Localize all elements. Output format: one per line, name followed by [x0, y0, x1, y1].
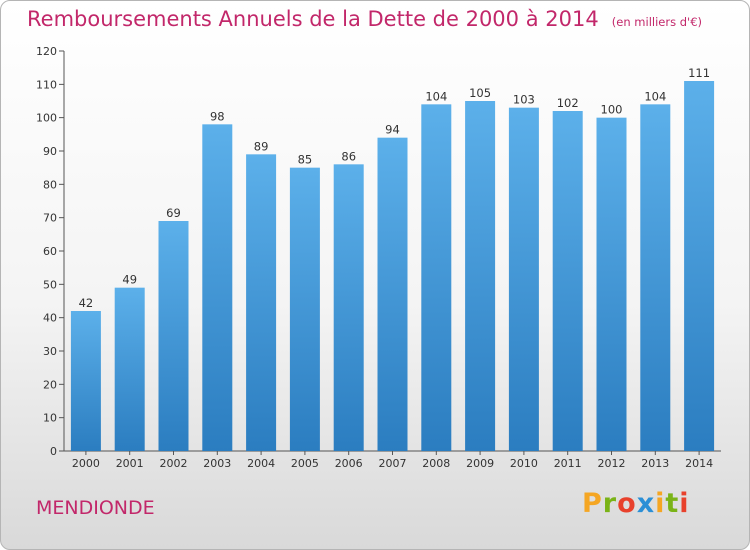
x-tick-label: 2008	[422, 457, 450, 470]
bar-2014	[684, 81, 715, 451]
bar-2009	[465, 101, 496, 451]
bar-value-label: 98	[210, 109, 225, 123]
x-tick-label: 2001	[116, 457, 144, 470]
bar-2003	[202, 124, 233, 451]
bar-value-label: 86	[341, 149, 356, 163]
logo-letter: P	[582, 488, 603, 519]
bar-value-label: 42	[79, 296, 94, 310]
y-tick-label: 70	[43, 212, 57, 225]
bar-2006	[333, 164, 364, 452]
y-tick-label: 60	[43, 245, 57, 258]
x-tick-label: 2013	[641, 457, 669, 470]
logo-letter: i	[679, 488, 690, 519]
x-tick-label: 2011	[554, 457, 582, 470]
logo-letter: t	[665, 488, 680, 519]
y-tick-label: 80	[43, 178, 57, 191]
bar-value-label: 105	[469, 86, 491, 100]
location-name: MENDIONDE	[36, 497, 155, 519]
y-tick-label: 100	[36, 112, 57, 125]
x-tick-label: 2005	[291, 457, 319, 470]
bar-value-label: 111	[688, 66, 710, 80]
title-line: Remboursements Annuels de la Dette de 20…	[27, 7, 702, 31]
bar-2001	[114, 287, 145, 451]
bar-value-label: 89	[254, 139, 269, 153]
y-tick-label: 90	[43, 145, 57, 158]
logo-letter: o	[617, 488, 637, 519]
bar-value-label: 104	[425, 89, 447, 103]
y-tick-label: 20	[43, 378, 57, 391]
x-tick-label: 2006	[335, 457, 363, 470]
bar-value-label: 85	[298, 153, 313, 167]
bar-value-label: 102	[557, 96, 579, 110]
bar-2013	[640, 104, 671, 451]
x-tick-label: 2010	[510, 457, 538, 470]
x-tick-label: 2003	[203, 457, 231, 470]
bar-2010	[508, 107, 539, 452]
logo-letter: i	[655, 488, 666, 519]
bar-2007	[377, 137, 408, 451]
chart-subtitle: (en milliers d'€)	[611, 15, 702, 29]
bar-value-label: 103	[513, 93, 535, 107]
bar-2011	[552, 111, 583, 451]
logo-letter: x	[636, 488, 656, 519]
y-tick-label: 110	[36, 78, 57, 91]
bar-value-label: 100	[601, 103, 623, 117]
x-tick-label: 2014	[685, 457, 713, 470]
x-tick-label: 2000	[72, 457, 100, 470]
y-tick-label: 40	[43, 312, 57, 325]
y-tick-label: 120	[36, 45, 57, 58]
proxiti-logo: Proxiti	[582, 488, 690, 519]
y-tick-label: 10	[43, 412, 57, 425]
logo-letter: r	[602, 488, 618, 519]
bar-2004	[246, 154, 277, 452]
x-tick-label: 2004	[247, 457, 275, 470]
x-tick-label: 2002	[160, 457, 188, 470]
bar-value-label: 69	[166, 206, 181, 220]
y-tick-label: 50	[43, 278, 57, 291]
bar-2012	[596, 117, 627, 452]
bar-value-label: 94	[385, 123, 400, 137]
bar-value-label: 49	[122, 273, 137, 287]
x-tick-label: 2007	[379, 457, 407, 470]
bar-2002	[158, 221, 189, 451]
bar-value-label: 104	[644, 89, 666, 103]
bar-2000	[70, 311, 101, 451]
chart-title: Remboursements Annuels de la Dette de 20…	[27, 7, 599, 31]
bar-2008	[421, 104, 452, 451]
x-tick-label: 2012	[598, 457, 626, 470]
y-tick-label: 0	[50, 445, 57, 458]
y-tick-label: 30	[43, 345, 57, 358]
x-tick-label: 2009	[466, 457, 494, 470]
bar-2005	[289, 167, 320, 451]
